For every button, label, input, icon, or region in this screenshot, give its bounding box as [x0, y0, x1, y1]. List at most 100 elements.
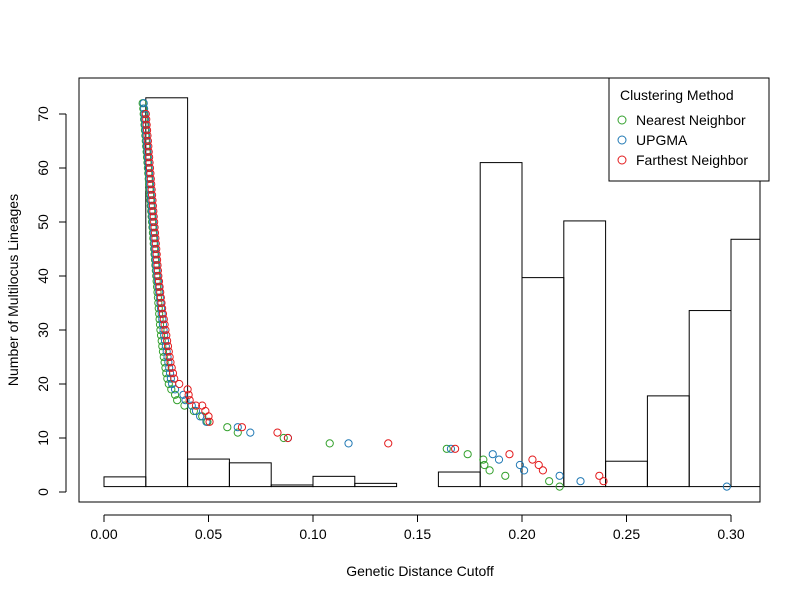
data-point [164, 379, 173, 389]
data-point [534, 460, 543, 470]
y-tick-label: 50 [35, 214, 51, 230]
y-axis-title: Number of Multilocus Lineages [5, 194, 21, 386]
data-point [545, 477, 554, 486]
axes: 0.00 0.05 0.10 0.15 0.20 0.25 0.30 0 10 20 30 40 50 6… [35, 77, 761, 542]
y-tick-label: 40 [35, 268, 51, 284]
data-point [237, 423, 247, 432]
data-point [325, 439, 334, 448]
x-tick-label: 0.15 [404, 526, 431, 542]
data-point [151, 234, 160, 243]
series-farthest-neighbor [141, 109, 608, 486]
data-point [155, 282, 164, 291]
data-point [149, 212, 158, 221]
histogram-bar [563, 220, 607, 488]
data-point [146, 174, 155, 183]
data-point [191, 406, 201, 416]
data-point [167, 385, 176, 394]
data-point [166, 358, 175, 367]
data-point [168, 369, 178, 378]
data-point [488, 450, 497, 459]
data-point [145, 153, 154, 162]
histogram-bar [605, 460, 648, 488]
data-point [141, 109, 150, 119]
data-point [142, 126, 152, 135]
data-point [148, 201, 158, 210]
x-tick-label: 0.05 [195, 526, 222, 542]
data-point [283, 433, 293, 443]
data-point [165, 369, 175, 378]
histogram-bar [270, 484, 314, 488]
legend-marker-upgma [617, 135, 627, 145]
data-point [165, 363, 174, 372]
histogram-bar [730, 238, 760, 488]
y-tick-label: 20 [35, 376, 51, 392]
legend-title: Clustering Method [620, 87, 734, 103]
data-point [595, 471, 604, 480]
data-point [722, 482, 731, 491]
data-point [196, 412, 205, 421]
data-point [154, 271, 163, 281]
histogram-bars [103, 97, 760, 488]
data-point [446, 444, 456, 453]
data-point [163, 342, 173, 351]
data-point [519, 466, 529, 475]
data-point [151, 239, 160, 248]
y-tick-label: 0 [35, 488, 51, 496]
data-point [145, 163, 155, 173]
data-point [160, 320, 169, 329]
legend-box [608, 77, 770, 182]
data-point [246, 428, 255, 437]
histogram-bar [145, 97, 189, 488]
data-point [205, 417, 214, 426]
data-point [279, 433, 288, 443]
data-point [505, 450, 514, 459]
data-point [142, 120, 151, 129]
data-point [555, 482, 564, 491]
data-point [165, 352, 174, 362]
data-point [150, 228, 160, 237]
data-point [146, 169, 155, 178]
data-point [153, 266, 163, 275]
y-tick-label: 10 [35, 430, 51, 446]
histogram-bar [688, 310, 732, 488]
data-point [528, 455, 537, 464]
histogram-bar [103, 476, 147, 488]
data-point [152, 255, 162, 264]
data-point [451, 444, 460, 453]
data-point [140, 104, 149, 113]
data-point [162, 331, 171, 340]
data-point [576, 477, 585, 486]
data-point [147, 180, 156, 189]
histogram-bar [187, 458, 230, 488]
data-point [204, 412, 213, 421]
scatter-points [138, 99, 731, 491]
data-point [144, 142, 153, 151]
data-point [143, 131, 152, 140]
data-point [202, 417, 211, 426]
data-point [144, 147, 153, 156]
data-point [166, 374, 175, 383]
data-point [147, 185, 156, 194]
data-point [154, 277, 164, 286]
data-point [191, 401, 201, 410]
data-point [555, 471, 564, 480]
data-point [480, 460, 489, 470]
data-point [148, 196, 157, 205]
y-tick-label: 70 [35, 106, 51, 122]
data-point [164, 347, 173, 356]
data-point [344, 439, 353, 448]
histogram-bar [479, 162, 523, 488]
data-point [189, 406, 198, 416]
data-point [145, 158, 154, 167]
data-point [157, 336, 166, 345]
data-point [158, 304, 167, 313]
data-point [147, 190, 157, 200]
data-point [163, 336, 172, 345]
histogram-bar [646, 395, 690, 488]
data-point [494, 455, 504, 464]
data-point [156, 331, 166, 340]
x-tick-label: 0.00 [90, 526, 117, 542]
legend-marker-nearest-neighbor [617, 115, 627, 125]
legend-label-nearest-neighbor: Nearest Neighbor [636, 112, 746, 128]
